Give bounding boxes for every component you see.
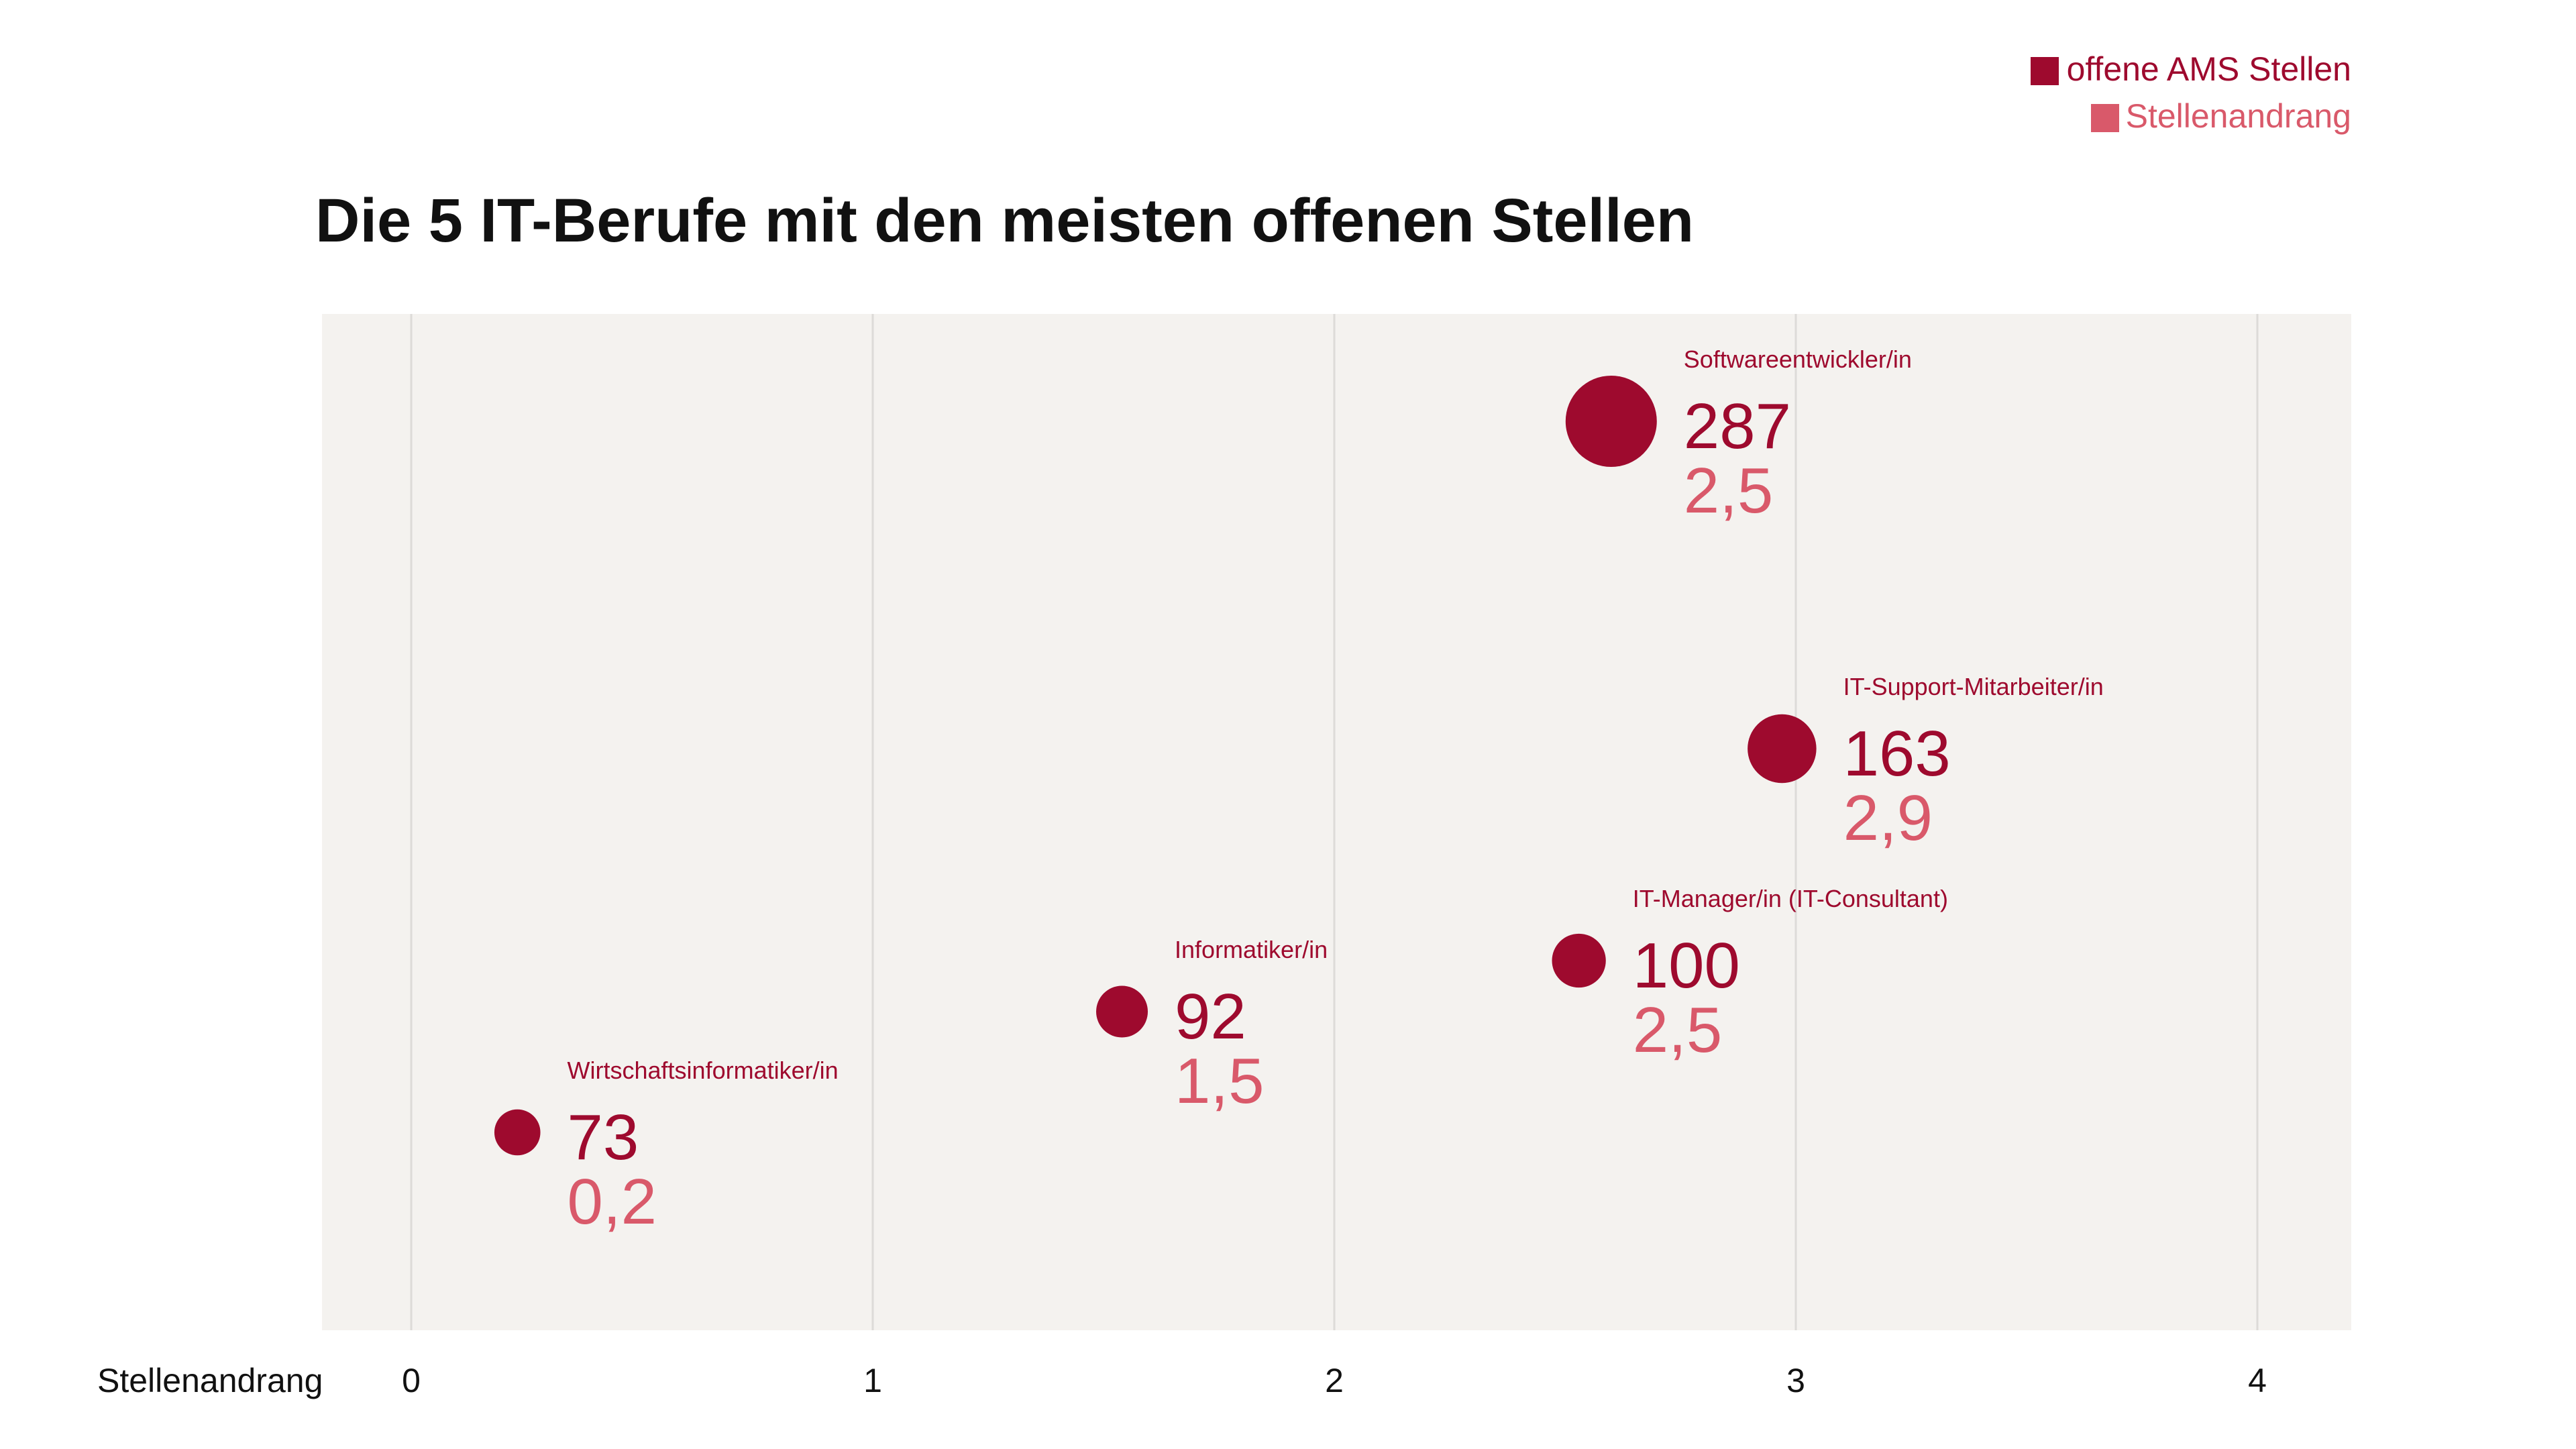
bubble-2 — [1552, 933, 1606, 988]
x-axis-label: Stellenandrang — [97, 1362, 323, 1399]
bubble-3 — [1096, 985, 1148, 1038]
gridlines — [410, 314, 2259, 1330]
point-open-positions-label-4: 73 — [568, 1102, 639, 1173]
point-name-label-3: Informatiker/in — [1175, 936, 1328, 963]
point-stellenandrang-label-0: 2,5 — [1684, 455, 1773, 527]
bubble-0 — [1565, 376, 1657, 467]
legend-swatch-stellenandrang — [2091, 104, 2119, 132]
legend-label-open-positions: offene AMS Stellen — [2067, 50, 2351, 88]
point-name-label-4: Wirtschaftsinformatiker/in — [568, 1057, 839, 1084]
point-stellenandrang-label-1: 2,9 — [1843, 782, 1933, 854]
x-tick-label-0: 0 — [402, 1362, 421, 1399]
legend-swatch-open-positions — [2031, 57, 2059, 85]
point-name-label-0: Softwareentwickler/in — [1684, 345, 1912, 373]
x-tick-label-1: 1 — [863, 1362, 882, 1399]
chart-title: Die 5 IT-Berufe mit den meisten offenen … — [315, 186, 1694, 255]
x-axis-ticks: 0 1 2 3 4 — [402, 1362, 2267, 1399]
data-points: Softwareentwickler/in2872,5IT-Support-Mi… — [494, 345, 2104, 1238]
x-tick-label-3: 3 — [1786, 1362, 1805, 1399]
point-stellenandrang-label-3: 1,5 — [1175, 1045, 1264, 1117]
point-name-label-1: IT-Support-Mitarbeiter/in — [1843, 673, 2104, 700]
point-open-positions-label-1: 163 — [1843, 718, 1951, 790]
point-stellenandrang-label-2: 2,5 — [1633, 994, 1722, 1066]
point-open-positions-label-2: 100 — [1633, 930, 1740, 1002]
plot-background — [322, 314, 2351, 1330]
point-stellenandrang-label-4: 0,2 — [568, 1166, 657, 1238]
legend-label-stellenandrang: Stellenandrang — [2126, 97, 2351, 135]
bubble-1 — [1748, 714, 1817, 784]
point-open-positions-label-3: 92 — [1175, 981, 1246, 1053]
legend: offene AMS Stellen Stellenandrang — [2031, 50, 2351, 135]
x-tick-label-4: 4 — [2248, 1362, 2267, 1399]
bubble-4 — [494, 1109, 541, 1156]
point-open-positions-label-0: 287 — [1684, 390, 1791, 462]
x-tick-label-2: 2 — [1325, 1362, 1344, 1399]
point-name-label-2: IT-Manager/in (IT-Consultant) — [1633, 885, 1948, 912]
